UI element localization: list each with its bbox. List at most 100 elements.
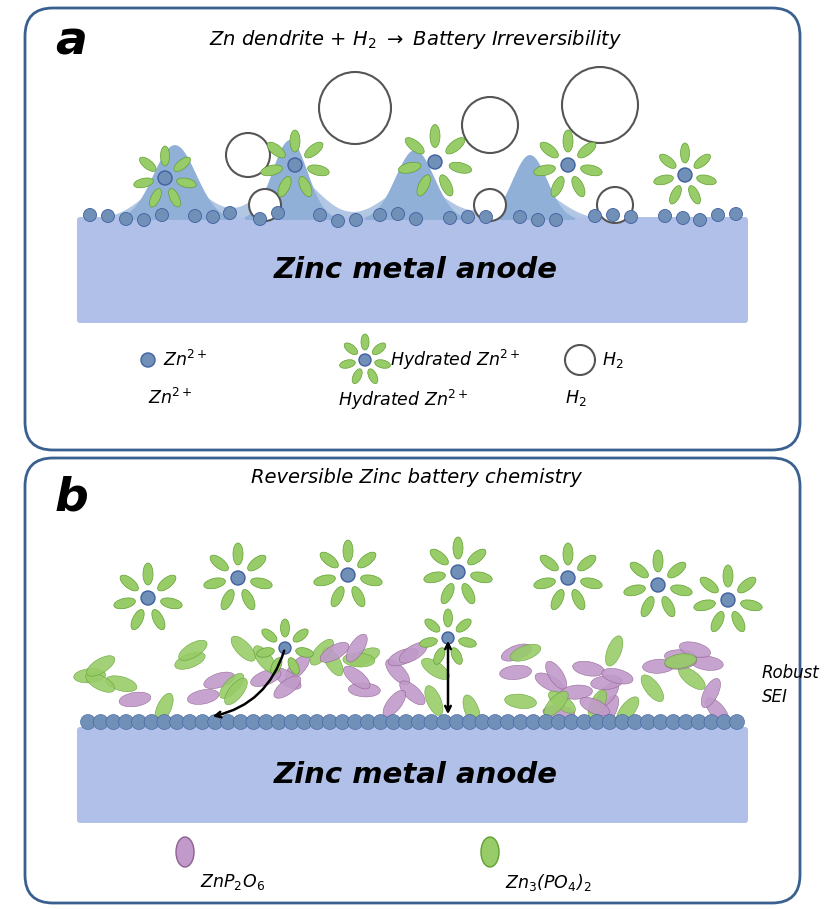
Ellipse shape [352, 586, 365, 607]
Polygon shape [120, 145, 230, 220]
Ellipse shape [389, 648, 418, 666]
Circle shape [564, 714, 579, 730]
Circle shape [226, 133, 270, 177]
Circle shape [577, 714, 592, 730]
Ellipse shape [430, 549, 448, 564]
Ellipse shape [161, 598, 182, 609]
Circle shape [538, 714, 553, 730]
Ellipse shape [581, 165, 602, 175]
Circle shape [392, 207, 404, 221]
Circle shape [437, 714, 452, 730]
Circle shape [259, 714, 274, 730]
Circle shape [678, 168, 692, 182]
Ellipse shape [248, 555, 266, 571]
FancyBboxPatch shape [77, 217, 748, 323]
Circle shape [479, 211, 493, 224]
Circle shape [93, 714, 108, 730]
Ellipse shape [544, 691, 568, 716]
Circle shape [602, 714, 617, 730]
Circle shape [106, 714, 121, 730]
Circle shape [442, 632, 454, 644]
Circle shape [691, 714, 706, 730]
Circle shape [597, 187, 633, 223]
Ellipse shape [290, 130, 300, 152]
Ellipse shape [368, 369, 378, 384]
Circle shape [288, 158, 302, 172]
Circle shape [156, 208, 169, 222]
Ellipse shape [595, 683, 618, 708]
Ellipse shape [451, 648, 463, 664]
Circle shape [694, 214, 706, 226]
Ellipse shape [577, 142, 596, 158]
Text: H$_2$: H$_2$ [565, 388, 587, 408]
Ellipse shape [267, 142, 285, 158]
Circle shape [335, 714, 350, 730]
Ellipse shape [689, 185, 701, 204]
Circle shape [170, 714, 185, 730]
Circle shape [666, 714, 681, 730]
Circle shape [552, 714, 567, 730]
Circle shape [462, 211, 474, 224]
Circle shape [474, 189, 506, 221]
Circle shape [500, 714, 516, 730]
Ellipse shape [425, 619, 440, 632]
Circle shape [513, 714, 528, 730]
Circle shape [81, 714, 96, 730]
Ellipse shape [732, 612, 745, 632]
Ellipse shape [551, 176, 564, 196]
Ellipse shape [671, 584, 692, 595]
Ellipse shape [305, 142, 323, 158]
Ellipse shape [462, 584, 475, 604]
Ellipse shape [155, 694, 173, 723]
Circle shape [428, 155, 442, 169]
Circle shape [463, 714, 478, 730]
Circle shape [137, 214, 151, 226]
Ellipse shape [572, 589, 585, 610]
Ellipse shape [501, 644, 532, 661]
Ellipse shape [349, 683, 380, 697]
Circle shape [102, 209, 115, 223]
Ellipse shape [641, 674, 664, 702]
Text: Hydrated Zn$^{2+}$: Hydrated Zn$^{2+}$ [390, 348, 520, 372]
Circle shape [658, 209, 671, 223]
Polygon shape [245, 140, 335, 220]
Ellipse shape [157, 575, 176, 591]
Ellipse shape [221, 589, 234, 610]
Ellipse shape [694, 155, 711, 168]
Circle shape [462, 97, 518, 153]
Ellipse shape [361, 334, 369, 350]
Text: Robust
SEI: Robust SEI [762, 664, 820, 705]
Circle shape [588, 209, 602, 223]
Ellipse shape [425, 685, 443, 715]
Ellipse shape [679, 667, 706, 690]
Circle shape [513, 211, 527, 224]
Ellipse shape [417, 175, 430, 196]
Ellipse shape [187, 689, 219, 704]
Circle shape [322, 714, 337, 730]
Circle shape [399, 714, 414, 730]
Ellipse shape [441, 584, 454, 604]
Circle shape [627, 714, 642, 730]
Ellipse shape [740, 600, 762, 611]
Ellipse shape [399, 643, 428, 664]
Ellipse shape [653, 550, 663, 572]
Circle shape [349, 214, 363, 226]
Circle shape [704, 714, 719, 730]
Text: Hydrated Zn$^{2+}$: Hydrated Zn$^{2+}$ [338, 388, 468, 412]
Ellipse shape [548, 691, 576, 714]
Ellipse shape [661, 596, 675, 617]
Ellipse shape [174, 157, 191, 172]
Circle shape [590, 714, 605, 730]
Ellipse shape [106, 675, 137, 692]
Ellipse shape [260, 165, 282, 175]
Circle shape [157, 714, 172, 730]
Ellipse shape [399, 163, 421, 174]
Circle shape [348, 714, 363, 730]
Ellipse shape [204, 578, 225, 589]
Ellipse shape [343, 653, 375, 667]
Circle shape [730, 714, 745, 730]
Ellipse shape [274, 668, 301, 689]
Circle shape [254, 213, 266, 225]
Circle shape [549, 214, 562, 226]
Ellipse shape [386, 659, 409, 684]
